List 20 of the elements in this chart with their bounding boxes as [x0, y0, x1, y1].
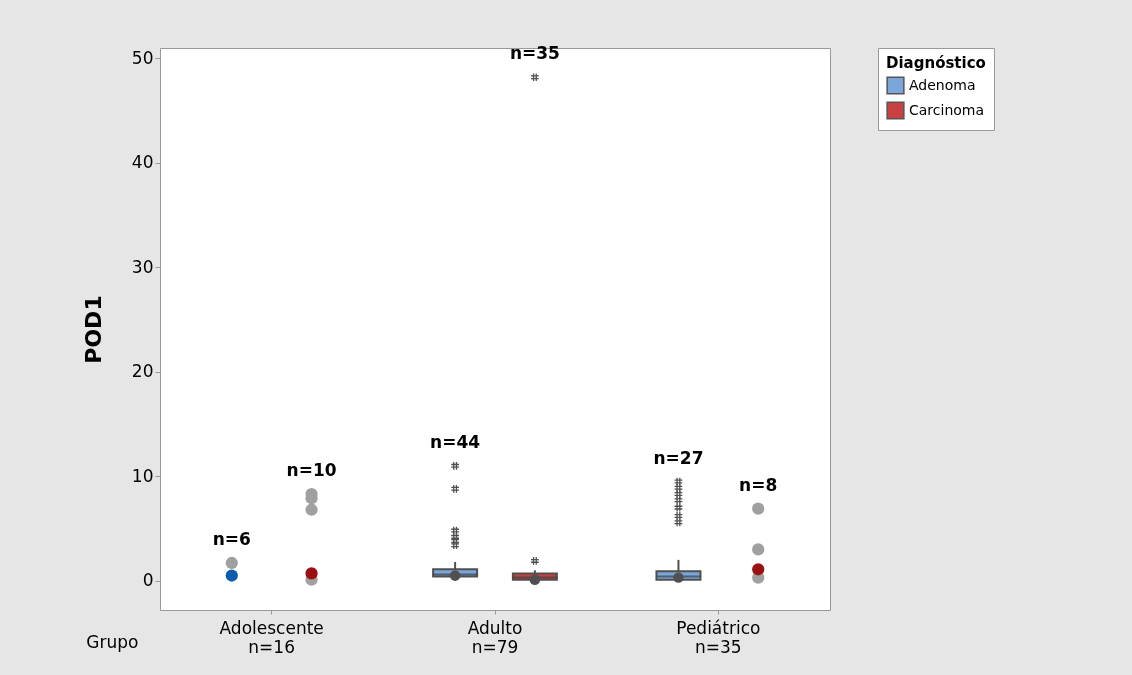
y-tick-label: 20 — [131, 361, 154, 382]
y-tick-label: 10 — [131, 465, 154, 486]
legend-title: Diagnóstico — [886, 54, 986, 72]
legend-label: Carcinoma — [909, 101, 985, 118]
annotation: n=10 — [286, 460, 337, 481]
annotation: n=8 — [739, 474, 778, 495]
y-tick-label: 0 — [142, 570, 154, 591]
y-tick-label: 40 — [131, 152, 154, 173]
y-tick-label: 50 — [131, 47, 154, 68]
y-tick-label: 30 — [131, 256, 154, 277]
annotation: n=44 — [430, 431, 481, 452]
x-tick-label: Adolescente n=16 — [219, 617, 324, 657]
annotation: n=35 — [509, 43, 560, 64]
y-axis-title: POD1 — [80, 295, 106, 364]
annotation: n=27 — [653, 447, 704, 468]
legend-label: Adenoma — [909, 76, 976, 93]
x-tick-label: Adulto n=79 — [467, 617, 523, 657]
x-tick-label: Pediátrico n=35 — [676, 617, 761, 657]
annotation: n=6 — [212, 528, 251, 549]
x-axis-title: Grupo — [86, 631, 139, 652]
